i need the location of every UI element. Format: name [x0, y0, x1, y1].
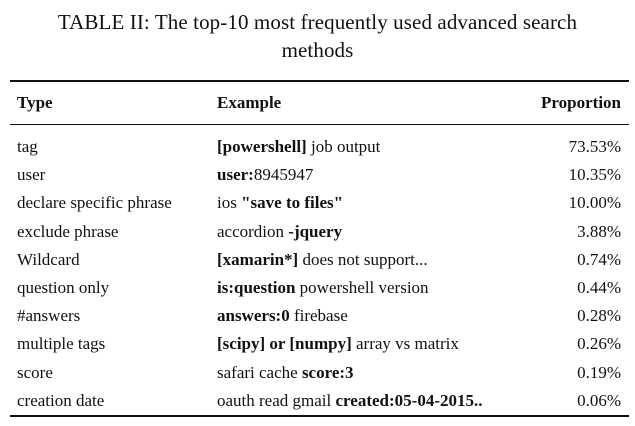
- cell-proportion: 10.00%: [568, 193, 621, 213]
- header-proportion: Proportion: [541, 93, 621, 112]
- cell-example: is:question powershell version: [217, 274, 517, 302]
- table-caption: TABLE II: The top-10 most frequently use…: [0, 8, 635, 64]
- cell-proportion: 10.35%: [568, 165, 621, 185]
- cell-type: creation date: [17, 390, 105, 410]
- example-query-text: ios: [217, 193, 242, 213]
- search-methods-body: tag [powershell] job output 73.53% user user…: [10, 125, 629, 415]
- results-table-container: Type Example Proportion tag [powershell] …: [10, 80, 629, 417]
- example-query-text: firebase: [289, 306, 348, 326]
- cell-example: ios "save to files": [217, 189, 517, 217]
- cell-proportion: 0.06%: [577, 390, 621, 410]
- cell-proportion: 0.28%: [577, 306, 621, 326]
- example-query-operator: answers:0: [217, 306, 290, 326]
- example-query-operator: [xamarin*]: [217, 249, 299, 269]
- cell-type: tag: [17, 137, 38, 157]
- cell-proportion: 0.74%: [577, 249, 621, 269]
- search-methods-table: Type Example Proportion: [10, 82, 629, 124]
- cell-proportion: 73.53%: [568, 137, 621, 157]
- table-row: multiple tags [scipy] or [numpy] array vs…: [10, 330, 629, 358]
- cell-example: oauth read gmail created:05-04-2015..: [217, 387, 517, 415]
- example-query-text: 8945947: [253, 165, 314, 185]
- example-query-operator: -jquery: [288, 221, 343, 241]
- cell-type: exclude phrase: [17, 221, 119, 241]
- table-bottom-rule: [10, 414, 629, 417]
- example-query-operator: "save to files": [241, 193, 344, 213]
- cell-example: [scipy] or [numpy] array vs matrix: [217, 330, 517, 358]
- cell-type: declare specific phrase: [17, 193, 172, 213]
- table-row: tag [powershell] job output 73.53%: [10, 133, 629, 161]
- example-query-text: array vs matrix: [351, 334, 459, 354]
- example-query-text: safari cache: [217, 362, 302, 382]
- example-query-operator: user:: [217, 165, 254, 185]
- example-query-operator: [scipy] or [numpy]: [217, 334, 352, 354]
- table-spacer: [10, 125, 629, 133]
- example-query-text: job output: [306, 137, 381, 157]
- example-query-operator: created:05-04-2015..: [335, 390, 483, 410]
- example-query-operator: is:question: [217, 278, 296, 298]
- example-query-text: accordion: [217, 221, 289, 241]
- table-row: declare specific phrase ios "save to file…: [10, 189, 629, 217]
- header-example: Example: [217, 93, 282, 112]
- example-query-text: does not support...: [298, 249, 428, 269]
- cell-type: question only: [17, 278, 110, 298]
- example-query-operator: [powershell]: [217, 137, 307, 157]
- table-header-rule: [10, 124, 629, 125]
- cell-example: [powershell] job output: [217, 133, 517, 161]
- cell-type: multiple tags: [17, 334, 106, 354]
- table-row: #answers answers:0 firebase 0.28%: [10, 302, 629, 330]
- table-row: score safari cache score:3 0.19%: [10, 359, 629, 387]
- table-row: exclude phrase accordion -jquery 3.88%: [10, 218, 629, 246]
- table-row: question only is:question powershell vers…: [10, 274, 629, 302]
- table-row: creation date oauth read gmail created:05…: [10, 387, 629, 415]
- caption-line-1: TABLE II: The top-10 most frequently use…: [57, 10, 578, 34]
- cell-type: score: [17, 362, 53, 382]
- table-row: user user:8945947 10.35%: [10, 161, 629, 189]
- cell-proportion: 0.19%: [577, 362, 621, 382]
- cell-example: safari cache score:3: [217, 359, 517, 387]
- table-header-row: Type Example Proportion: [10, 82, 629, 124]
- cell-example: accordion -jquery: [217, 218, 517, 246]
- cell-example: answers:0 firebase: [217, 302, 517, 330]
- example-query-text: powershell version: [295, 278, 429, 298]
- cell-example: [xamarin*] does not support...: [217, 246, 517, 274]
- cell-proportion: 3.88%: [577, 221, 621, 241]
- header-type: Type: [17, 93, 53, 112]
- cell-proportion: 0.26%: [577, 334, 621, 354]
- caption-line-2: methods: [281, 38, 354, 62]
- example-query-operator: score:3: [301, 362, 354, 382]
- table-top-rule: [10, 80, 629, 82]
- cell-proportion: 0.44%: [577, 278, 621, 298]
- cell-type: Wildcard: [17, 249, 80, 269]
- table-row: Wildcard [xamarin*] does not support... 0.…: [10, 246, 629, 274]
- example-query-text: oauth read gmail: [217, 390, 336, 410]
- cell-example: user:8945947: [217, 161, 517, 189]
- cell-type: user: [17, 165, 46, 185]
- cell-type: #answers: [17, 306, 81, 326]
